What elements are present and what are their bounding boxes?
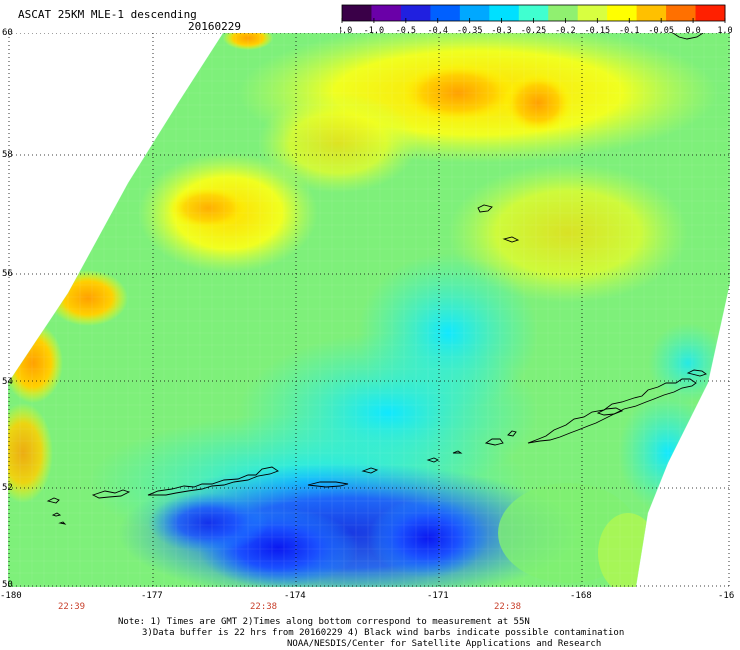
colorbar-swatch xyxy=(666,5,697,21)
lat-label-54: 54 xyxy=(2,377,13,387)
lon-label-174: -174 xyxy=(284,591,306,601)
colorbar-label: -0.2 xyxy=(555,26,575,34)
colorbar-swatch xyxy=(518,5,549,21)
lat-label-56: 56 xyxy=(2,269,13,279)
lat-label-50: 50 xyxy=(2,580,13,590)
graticule xyxy=(8,33,730,587)
pass-time-1: 22:39 xyxy=(58,602,86,612)
product-date: 20160229 xyxy=(188,20,241,33)
note-line-1: Note: 1) Times are GMT 2)Times along bot… xyxy=(118,617,530,627)
colorbar-swatch xyxy=(636,5,667,21)
lon-label-16: -16 xyxy=(718,591,735,601)
lat-label-60: 60 xyxy=(2,28,13,38)
lat-label-58: 58 xyxy=(2,150,13,160)
product-title: ASCAT 25KM MLE-1 descending xyxy=(18,8,197,21)
colorbar-label: -3.0 xyxy=(340,26,352,34)
colorbar-label: -0.35 xyxy=(457,26,483,34)
colorbar-label: 1.0 xyxy=(717,26,732,34)
colorbar-swatch xyxy=(548,5,579,21)
note-line-3: NOAA/NESDIS/Center for Satellite Applica… xyxy=(287,639,602,649)
colorbar-swatch xyxy=(459,5,490,21)
lon-label-171: -171 xyxy=(427,591,449,601)
colorbar-label: -0.4 xyxy=(428,26,448,34)
lon-label-177: -177 xyxy=(141,591,163,601)
note-line-2: 3)Data buffer is 22 hrs from 20160229 4)… xyxy=(142,628,625,638)
colorbar-label: 0.0 xyxy=(685,26,700,34)
colorbar-swatch xyxy=(342,5,372,21)
colorbar-swatch xyxy=(695,5,726,21)
colorbar-label: -0.3 xyxy=(491,26,511,34)
colorbar-swatch xyxy=(489,5,520,21)
lon-label-168: -168 xyxy=(570,591,592,601)
colorbar-swatch xyxy=(400,5,431,21)
colorbar-label: -1.0 xyxy=(364,26,384,34)
lon-label-180: -180 xyxy=(0,591,22,601)
colorbar-label: -0.15 xyxy=(585,26,611,34)
colorbar-swatch xyxy=(577,5,608,21)
pass-time-2: 22:38 xyxy=(250,602,278,612)
wind-field xyxy=(8,33,730,587)
colorbar-label: -0.5 xyxy=(396,26,416,34)
colorbar-swatch xyxy=(607,5,638,21)
pass-time-3: 22:38 xyxy=(494,602,522,612)
colorbar-label: -0.05 xyxy=(648,26,674,34)
colorbar: -3.0-1.0-0.5-0.4-0.35-0.3-0.25-0.2-0.15-… xyxy=(340,4,733,34)
colorbar-swatch xyxy=(371,5,402,21)
wind-map xyxy=(8,33,730,587)
colorbar-label: -0.1 xyxy=(619,26,639,34)
lat-label-52: 52 xyxy=(2,483,13,493)
colorbar-label: -0.25 xyxy=(521,26,547,34)
colorbar-swatch xyxy=(430,5,461,21)
